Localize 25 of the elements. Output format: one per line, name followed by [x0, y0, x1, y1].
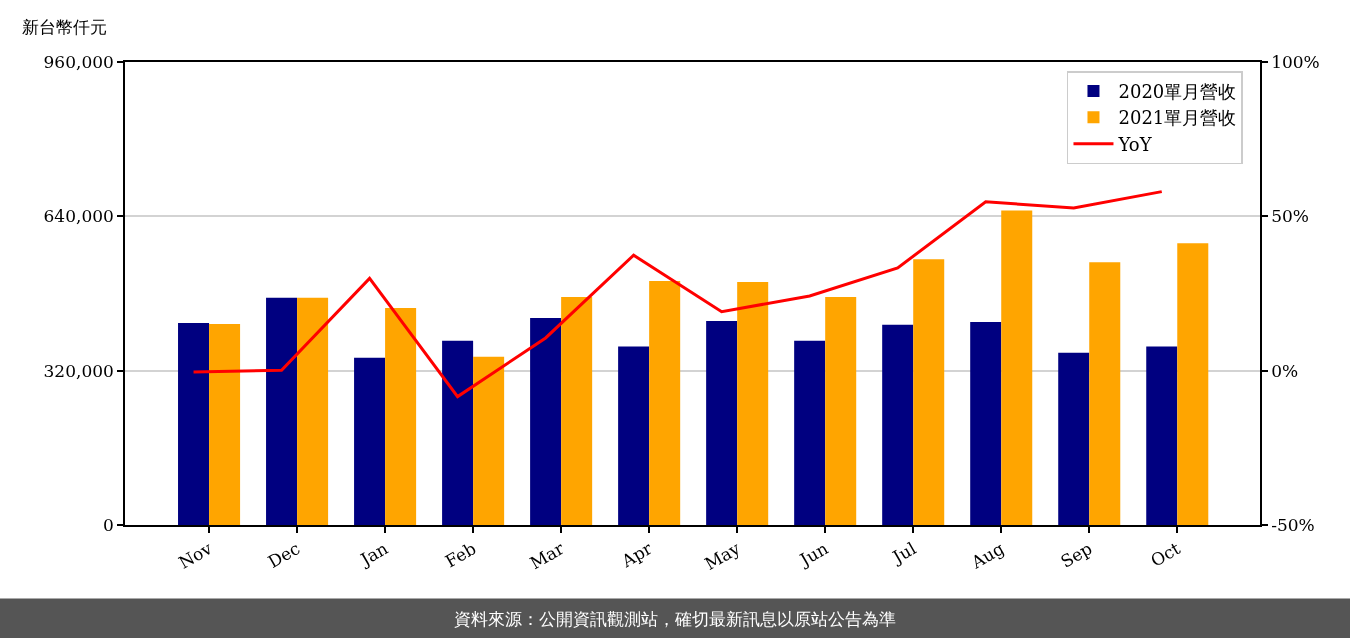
y-tick-label: 960,000: [43, 51, 114, 72]
legend-label: 2020單月營收: [1118, 80, 1237, 102]
legend-label: 2021單月營收: [1118, 107, 1237, 129]
y2-tick-label: 0%: [1271, 360, 1299, 381]
x-tick-label: Jun: [794, 538, 832, 571]
x-tick-label: Jul: [887, 538, 920, 569]
x-tick-label: May: [701, 537, 744, 575]
x-tick-label: Sep: [1057, 538, 1096, 572]
x-tick-label: Jan: [355, 538, 392, 571]
y2-tick-label: -50%: [1271, 514, 1315, 535]
x-tick-label: Nov: [175, 537, 216, 573]
x-tick-label: Dec: [264, 538, 304, 573]
y-tick-label: 320,000: [43, 360, 114, 381]
x-tick-label: Feb: [441, 538, 480, 572]
y2-tick-label: 50%: [1271, 206, 1309, 227]
legend-label: YoY: [1117, 133, 1153, 155]
x-tick-label: Oct: [1147, 538, 1184, 571]
y2-tick-label: 100%: [1271, 51, 1320, 72]
x-tick-label: Mar: [526, 537, 569, 574]
source-note: 資料來源：公開資訊觀測站，確切最新訊息以原站公告為準: [454, 609, 896, 629]
y-tick-label: 640,000: [43, 206, 114, 227]
x-tick-label: Aug: [967, 538, 1008, 574]
y-axis-title: 新台幣仟元: [22, 17, 107, 37]
x-tick-label: Apr: [617, 537, 657, 572]
y-tick-label: 0: [103, 514, 114, 535]
